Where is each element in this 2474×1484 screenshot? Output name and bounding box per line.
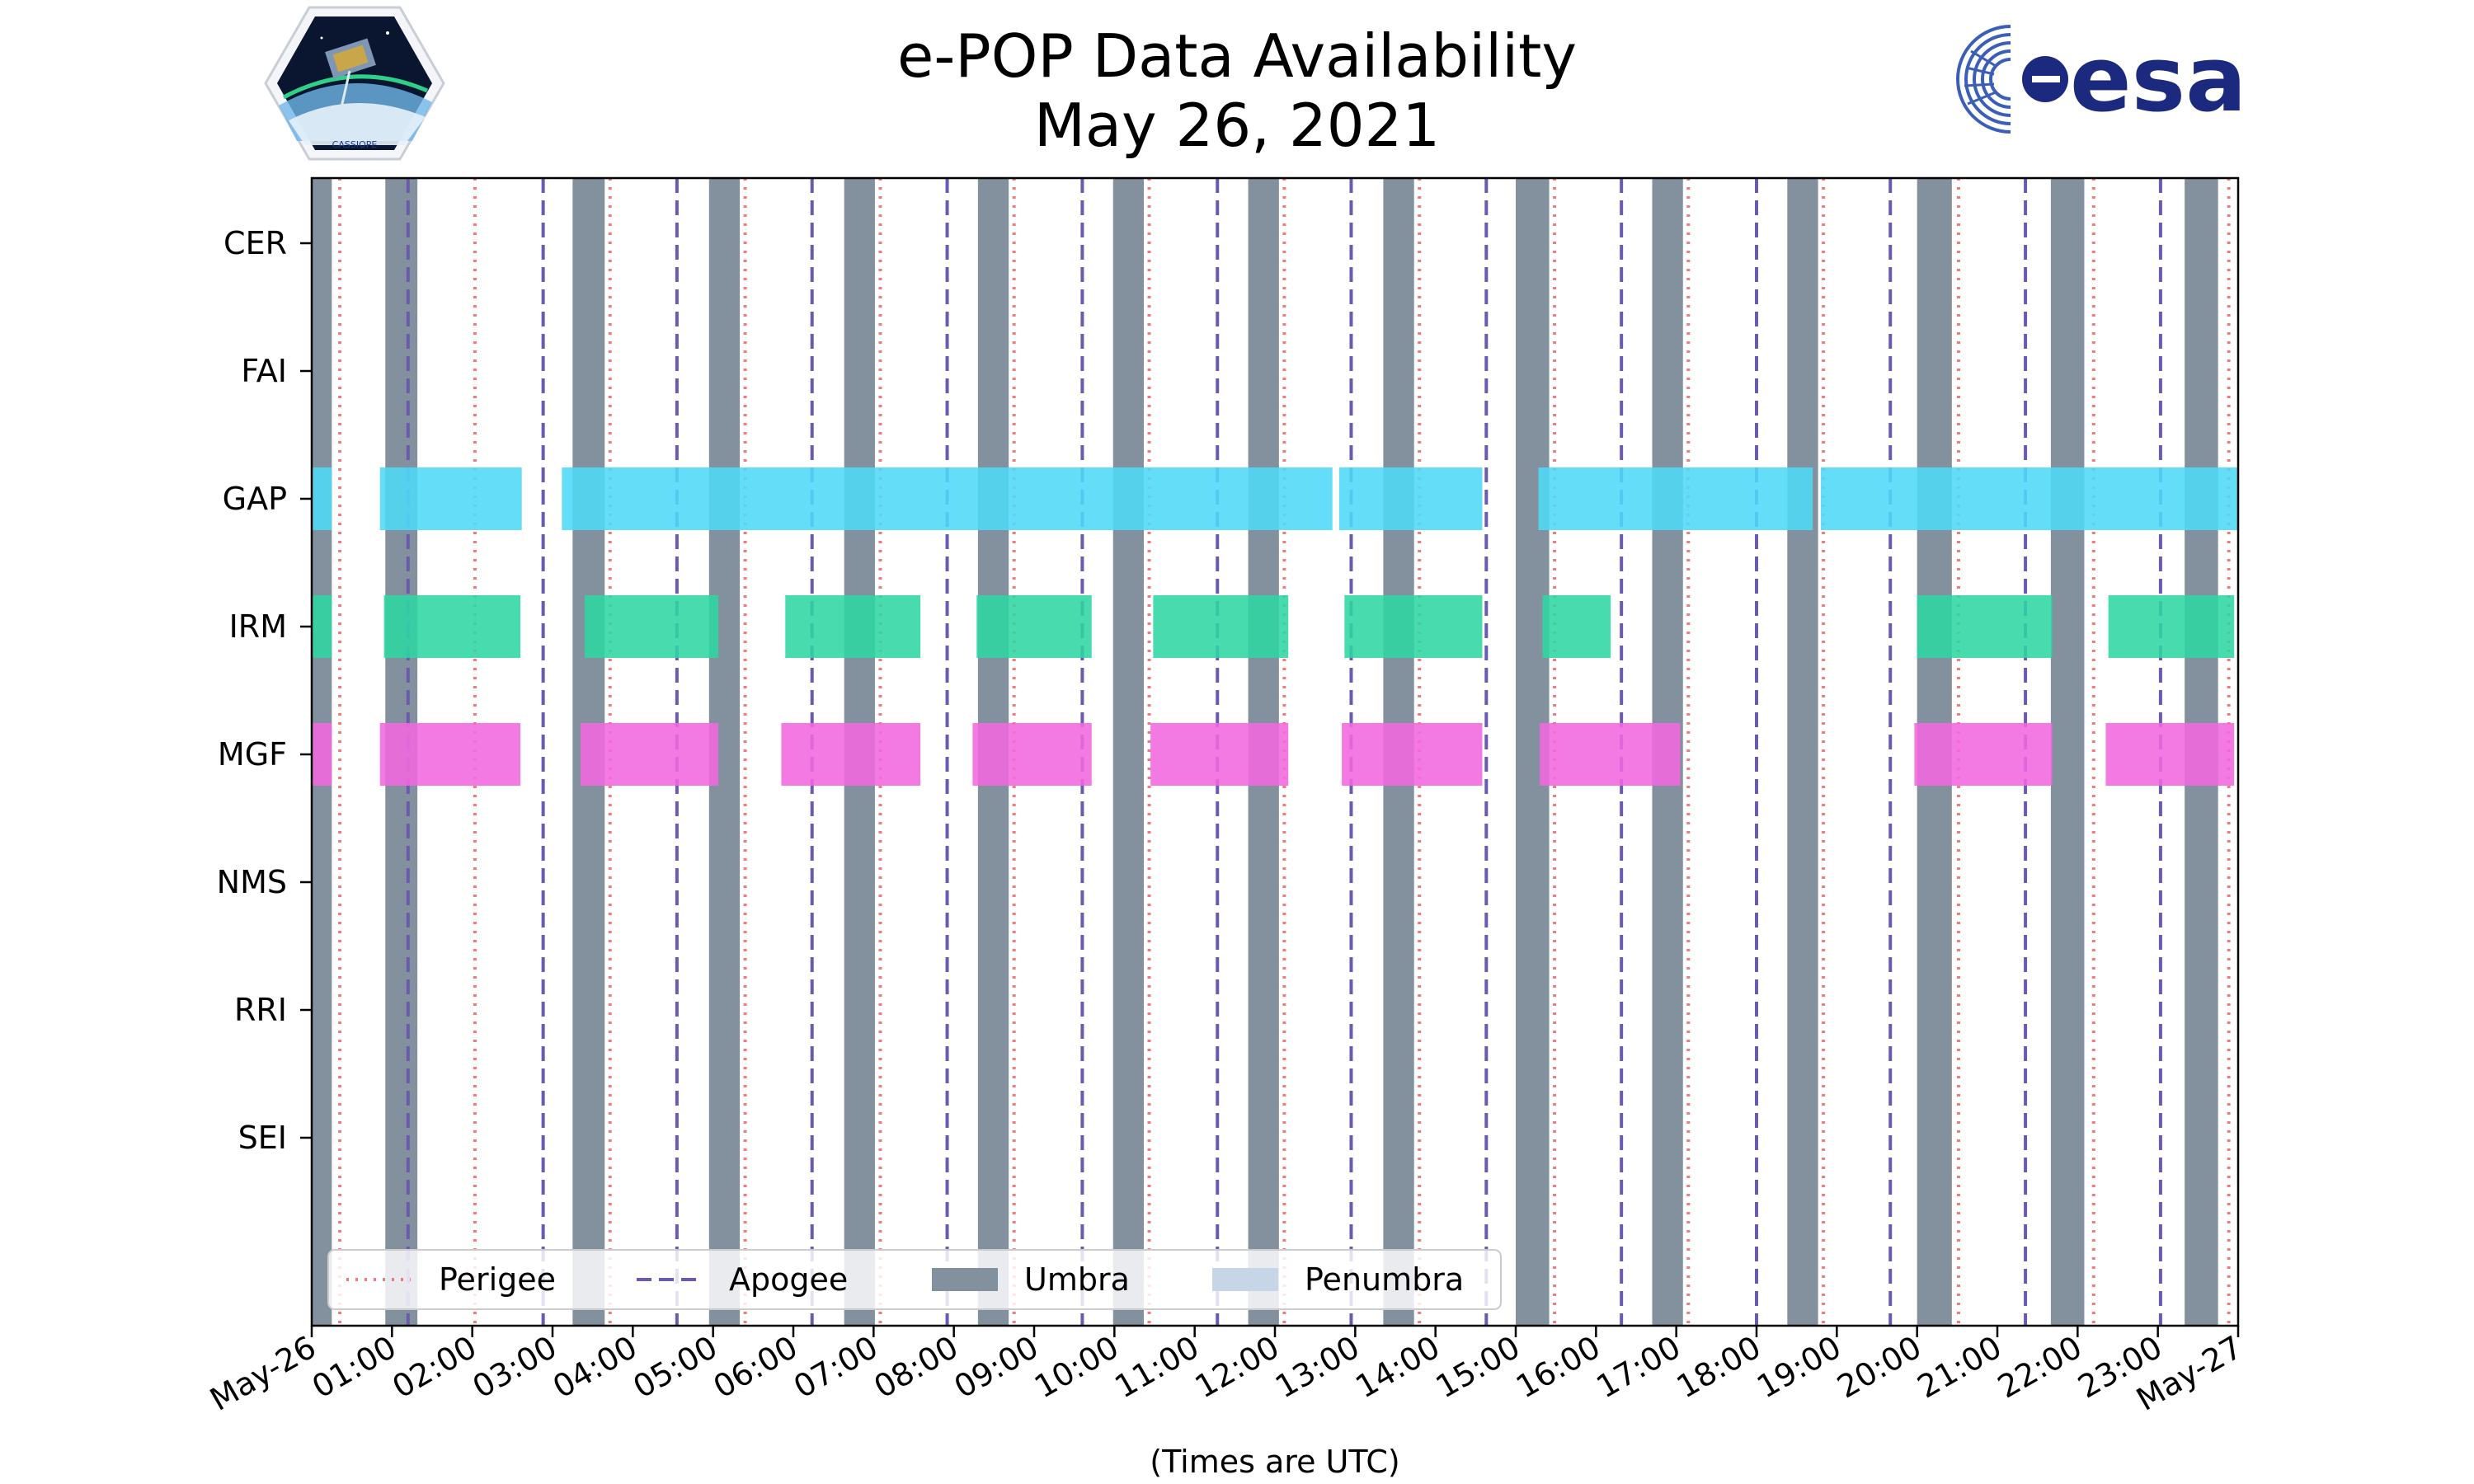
x-tick-label: 07:00: [788, 1329, 884, 1406]
y-tick-label-irm: IRM: [229, 608, 287, 645]
x-tick-label: 16:00: [1510, 1329, 1606, 1406]
x-tick-label: 14:00: [1349, 1329, 1446, 1406]
x-tick-label: 08:00: [868, 1329, 964, 1406]
availability-bar-gap: [1538, 467, 1813, 530]
y-tick-label-nms: NMS: [217, 864, 287, 900]
cassiope-logo-text: CASSIOPE: [332, 139, 378, 150]
legend-label-penumbra: Penumbra: [1305, 1261, 1464, 1298]
availability-bar-mgf: [581, 723, 719, 786]
y-tick-label-cer: CER: [223, 225, 287, 261]
availability-bar-mgf: [1150, 723, 1289, 786]
y-tick-label-gap: GAP: [223, 481, 287, 517]
x-axis: May-2601:0002:0003:0004:0005:0006:0007:0…: [204, 1326, 2249, 1418]
legend-label-umbra: Umbra: [1024, 1261, 1130, 1298]
availability-bar-irm: [1153, 595, 1289, 658]
chart-subtitle: May 26, 2021: [1033, 91, 1441, 160]
availability-bar-irm: [383, 595, 521, 658]
x-axis-label: (Times are UTC): [1150, 1444, 1399, 1480]
availability-bar-gap: [379, 467, 522, 530]
x-tick-label: 18:00: [1671, 1329, 1767, 1406]
x-tick-label: 06:00: [708, 1329, 804, 1406]
esa-logo: esa: [1956, 25, 2246, 134]
cassiope-logo: CASSIOPE: [264, 6, 445, 161]
availability-bar-mgf: [972, 723, 1092, 786]
x-tick-label: 01:00: [306, 1329, 402, 1406]
y-tick-label-rri: RRI: [234, 992, 287, 1028]
availability-bar-mgf: [781, 723, 921, 786]
availability-bar-gap: [1338, 467, 1483, 530]
x-tick-label: 02:00: [386, 1329, 482, 1406]
legend-penumbra-symbol: [1212, 1268, 1278, 1291]
umbra-band: [1787, 178, 1818, 1326]
x-tick-label: 20:00: [1831, 1329, 1927, 1406]
availability-bar-gap: [1820, 467, 2238, 530]
availability-bar-gap: [312, 467, 332, 530]
availability-bar-irm: [976, 595, 1092, 658]
availability-bar-mgf: [1342, 723, 1483, 786]
legend-umbra-symbol: [932, 1268, 998, 1291]
availability-bar-mgf: [1914, 723, 2053, 786]
x-tick-label: 15:00: [1430, 1329, 1526, 1406]
umbra-band: [1112, 178, 1145, 1326]
legend-label-apogee: Apogee: [729, 1261, 848, 1298]
legend: Perigee Apogee Umbra Penumbra: [327, 1249, 1502, 1310]
availability-bar-irm: [2108, 595, 2235, 658]
x-tick-label: 10:00: [1028, 1329, 1125, 1406]
x-tick-label: 21:00: [1912, 1329, 2008, 1406]
x-tick-label: 11:00: [1108, 1329, 1205, 1406]
y-tick-label-mgf: MGF: [218, 736, 287, 773]
chart-title: e-POP Data Availability: [897, 21, 1577, 91]
availability-bar-mgf: [2105, 723, 2235, 786]
esa-logo-text: esa: [2070, 26, 2246, 132]
availability-bar-irm: [785, 595, 921, 658]
availability-bar-mgf: [1540, 723, 1681, 786]
legend-label-perigee: Perigee: [439, 1261, 556, 1298]
availability-bar-irm: [584, 595, 719, 658]
availability-bars-layer: [312, 467, 2238, 786]
availability-bar-gap: [562, 467, 1333, 530]
umbra-band: [2050, 178, 2085, 1326]
availability-bar-irm: [312, 595, 332, 658]
availability-bar-mgf: [312, 723, 332, 786]
availability-bar-mgf: [379, 723, 521, 786]
availability-bar-irm: [1542, 595, 1611, 658]
x-tick-label: 17:00: [1590, 1329, 1686, 1406]
legend-box: [327, 1249, 1502, 1310]
x-tick-label: 05:00: [627, 1329, 723, 1406]
x-tick-label: 13:00: [1269, 1329, 1366, 1406]
x-tick-label: 09:00: [948, 1329, 1045, 1406]
x-tick-label: May-26: [204, 1329, 322, 1418]
availability-bar-irm: [1344, 595, 1483, 658]
x-tick-label: 12:00: [1189, 1329, 1286, 1406]
availability-bar-irm: [1917, 595, 2053, 658]
y-tick-label-sei: SEI: [238, 1120, 287, 1156]
x-tick-label: 19:00: [1751, 1329, 1847, 1406]
x-tick-label: 03:00: [467, 1329, 563, 1406]
x-tick-label: 22:00: [1992, 1329, 2088, 1406]
y-tick-label-fai: FAI: [241, 353, 287, 389]
x-tick-label: 04:00: [547, 1329, 643, 1406]
y-axis: CER FAI GAP IRM MGF NMS RRI SEI: [217, 225, 312, 1156]
